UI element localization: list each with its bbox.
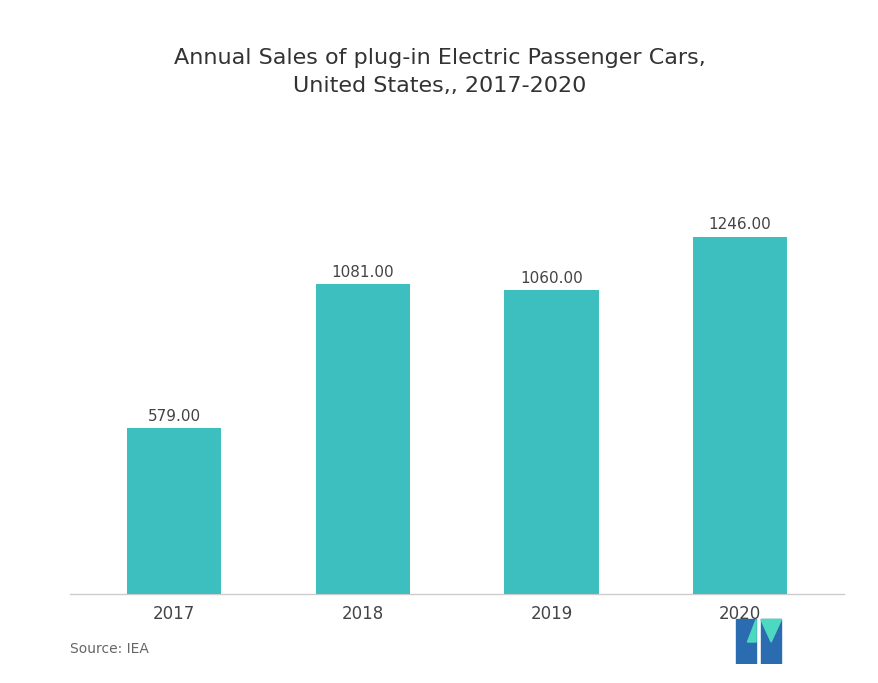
Bar (315, 284, 409, 594)
Text: Source: IEA: Source: IEA (70, 642, 149, 656)
Polygon shape (735, 619, 755, 664)
Text: Annual Sales of plug-in Electric Passenger Cars,
United States,, 2017-2020: Annual Sales of plug-in Electric Passeng… (174, 48, 704, 96)
Polygon shape (746, 619, 755, 642)
Polygon shape (760, 619, 781, 642)
Text: 1246.00: 1246.00 (708, 217, 771, 232)
Bar (504, 290, 598, 594)
Bar (692, 237, 787, 594)
Polygon shape (760, 619, 781, 664)
Bar (126, 428, 221, 594)
Text: 579.00: 579.00 (148, 409, 200, 424)
Text: 1081.00: 1081.00 (331, 265, 393, 280)
Text: 1060.00: 1060.00 (520, 271, 582, 285)
